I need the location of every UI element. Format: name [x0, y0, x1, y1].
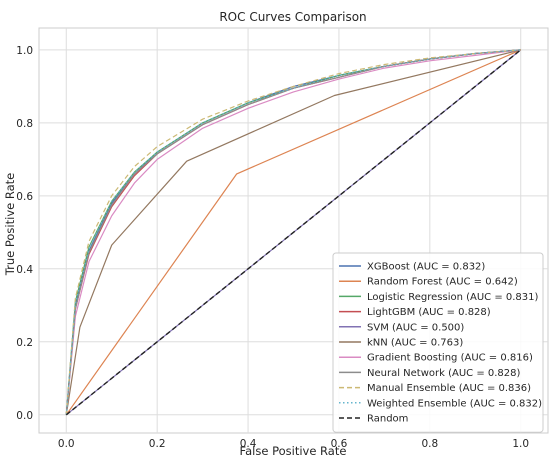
legend-label: Gradient Boosting (AUC = 0.816) [367, 353, 533, 364]
series-line [65, 49, 521, 415]
chart-title: ROC Curves Comparison [219, 10, 366, 24]
series-line [65, 49, 521, 415]
legend-label: SVM (AUC = 0.500) [367, 322, 464, 333]
series-line [65, 49, 521, 416]
legend-label: Logistic Regression (AUC = 0.831) [367, 292, 539, 303]
series-line [65, 49, 521, 415]
series-line [65, 49, 522, 416]
x-tick-label: 0.2 [149, 438, 166, 450]
y-tick-label: 1.0 [16, 45, 33, 57]
legend-label: LightGBM (AUC = 0.828) [367, 307, 491, 318]
x-tick-label: 0.8 [421, 438, 438, 450]
y-tick-label: 0.6 [16, 191, 33, 203]
series-line [65, 49, 521, 415]
legend-label: XGBoost (AUC = 0.832) [367, 262, 485, 273]
series-line [65, 49, 521, 415]
legend-label: Neural Network (AUC = 0.828) [367, 368, 521, 379]
x-tick-label: 0.4 [240, 438, 257, 450]
legend-label: Manual Ensemble (AUC = 0.836) [367, 383, 531, 394]
series-layer [65, 49, 522, 416]
y-tick-label: 0.4 [16, 264, 33, 276]
y-axis-ticks: 0.0 0.2 0.4 0.6 0.8 1.0 [16, 45, 33, 422]
x-axis-ticks: 0.0 0.2 0.4 0.6 0.8 1.0 [58, 438, 529, 450]
legend-label: Random Forest (AUC = 0.642) [367, 277, 518, 288]
legend-label: kNN (AUC = 0.763) [367, 338, 463, 349]
legend-box [332, 252, 544, 433]
y-tick-label: 0.0 [16, 410, 33, 422]
y-tick-label: 0.2 [16, 337, 33, 349]
x-axis-label: False Positive Rate [240, 444, 347, 458]
legend: XGBoost (AUC = 0.832) Random Forest (AUC … [332, 252, 544, 433]
legend-label: Random [367, 414, 408, 425]
x-tick-label: 0.6 [331, 438, 348, 450]
y-axis-label: True Positive Rate [3, 173, 17, 276]
legend-label: Weighted Ensemble (AUC = 0.832) [367, 398, 542, 409]
x-tick-label: 0.0 [58, 438, 75, 450]
x-tick-label: 1.0 [512, 438, 529, 450]
y-tick-label: 0.8 [16, 118, 33, 130]
